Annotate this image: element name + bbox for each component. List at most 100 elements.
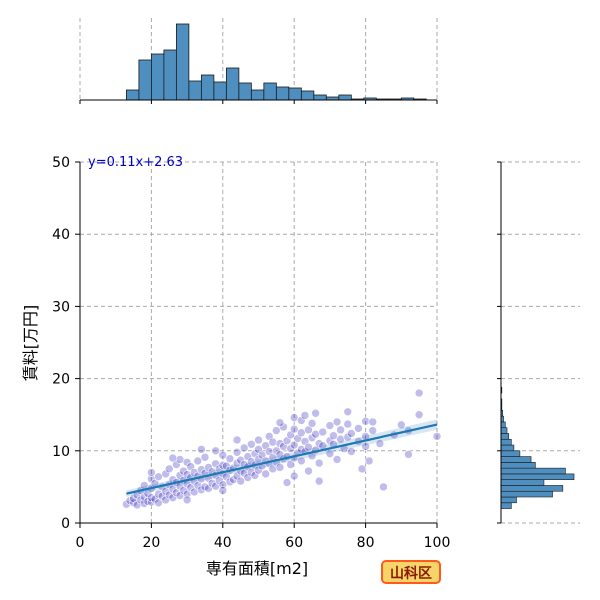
data-point [286,444,295,453]
data-point [304,425,313,435]
data-point [325,436,335,445]
data-point [225,454,235,464]
data-point [329,431,338,440]
data-point [197,445,206,454]
data-point [272,426,281,435]
data-point [236,455,245,465]
right-hist-bar [500,421,506,428]
top-hist-bar [300,90,315,101]
right-hist-bar [500,496,517,504]
y-tick-label: 50 [52,155,70,171]
top-hist-bar [225,67,240,101]
data-point [282,478,292,487]
data-point [347,429,356,438]
data-point [197,485,206,495]
data-point [297,456,306,466]
data-point [147,497,156,507]
data-point [250,471,260,480]
data-point [172,460,181,469]
top-hist-bar [275,86,290,101]
data-point [368,417,378,427]
data-point [182,470,192,479]
data-point [375,439,385,448]
data-point [254,435,263,445]
top-hist-bar [213,81,227,101]
data-point [168,453,178,463]
data-point [161,469,170,479]
regression-equation: y=0.11x+2.63 [88,155,183,170]
data-point [332,417,342,427]
right-hist-bar [500,427,508,434]
data-point [314,458,324,468]
right-hist-bar [500,490,553,498]
data-point [122,499,131,509]
data-point [368,426,378,435]
axes-layer: 0 20 40 60 80 100 0 10 20 30 40 50 [52,99,502,551]
data-point [164,464,174,474]
data-point [218,450,228,460]
top-hist-bar [238,82,252,101]
data-point [343,419,353,429]
data-point [211,459,220,469]
data-point [161,495,170,505]
data-point [254,465,263,475]
top-hist-bar [288,87,302,101]
data-point [193,481,203,490]
data-point [414,388,424,398]
data-point [232,458,242,468]
data-point [204,484,213,493]
data-point [289,440,299,450]
data-point [186,483,195,492]
data-point [193,456,203,466]
data-point [343,407,353,417]
data-point [243,473,253,482]
right-hist-bar [500,450,521,457]
data-point [232,447,242,457]
x-tick-label: 20 [142,535,160,551]
data-point [314,476,324,486]
data-point [286,460,295,469]
data-point [432,432,442,441]
data-point [311,429,320,439]
data-point [297,416,306,425]
data-point [214,476,224,485]
data-point [307,433,317,443]
data-point [404,450,413,459]
data-point [161,486,170,496]
data-point [361,416,370,426]
data-point [272,446,281,456]
right-hist-bar [500,473,575,480]
data-point [139,492,149,502]
right-hist-bar [500,467,566,475]
data-point [175,471,185,480]
x-tick-label: 100 [424,535,451,551]
data-point [200,452,210,462]
data-point [332,455,342,464]
data-point [218,486,228,495]
data-point [247,440,256,449]
top-hist-bar [338,94,352,101]
data-point [236,476,245,486]
data-point [289,424,299,434]
data-point [318,427,328,437]
top-histogram [126,23,427,101]
regression-line [126,423,438,495]
data-point [414,410,424,420]
y-tick-label: 20 [52,372,70,388]
right-hist-bar [500,462,536,469]
data-point [268,437,278,447]
data-point [261,469,270,479]
data-point [311,408,320,418]
x-tick-label: 80 [357,535,375,551]
data-point [307,419,317,428]
top-hist-bar [175,23,190,101]
regression-layer [126,419,438,497]
top-hist-bar [163,49,177,101]
data-point [361,442,370,451]
data-point [304,466,313,476]
x-axis-title: 専有面積[m2] [206,559,308,578]
y-axis-title: 賃料[万円] [21,305,40,382]
top-hist-bar [250,89,265,101]
data-point [239,443,249,453]
